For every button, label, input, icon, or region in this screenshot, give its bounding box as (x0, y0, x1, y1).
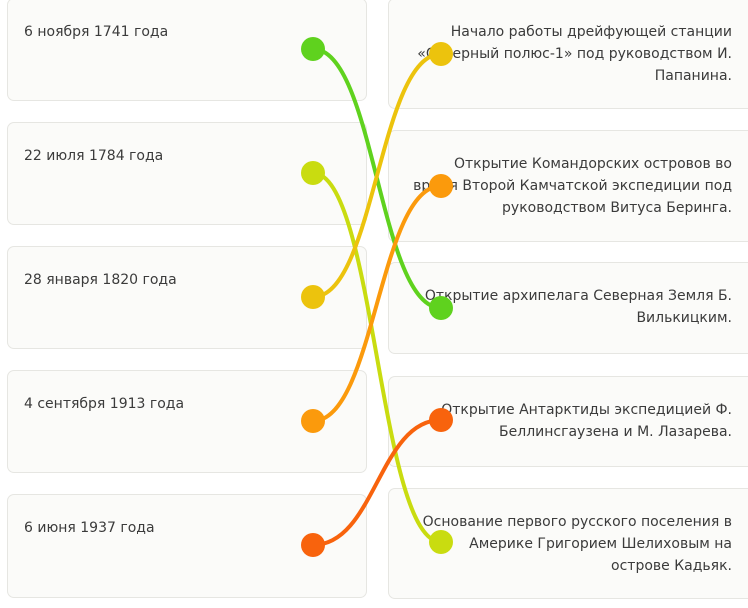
connector-handle-left-2[interactable] (301, 161, 325, 185)
connector-handle-left-1[interactable] (301, 37, 325, 61)
date-label-4: 4 сентября 1913 года (24, 396, 185, 412)
connector-handle-left-5[interactable] (301, 533, 325, 557)
event-label-5: Основание первого русского поселения в А… (422, 514, 732, 574)
event-label-2: Открытие Командорских островов во время … (413, 156, 732, 216)
event-label-1: Начало работы дрейфующей станции «Северн… (417, 24, 732, 84)
connector-handle-right-3[interactable] (429, 42, 453, 66)
connector-handle-left-4[interactable] (301, 409, 325, 433)
connector-handle-left-3[interactable] (301, 285, 325, 309)
connector-handle-right-5[interactable] (429, 408, 453, 432)
connection-line-4 (311, 184, 443, 423)
event-card-4[interactable]: Открытие Антарктиды экспедицией Ф. Белли… (388, 376, 748, 467)
connector-handle-right-4[interactable] (429, 174, 453, 198)
date-label-1: 6 ноября 1741 года (24, 24, 169, 40)
connector-handle-right-1[interactable] (429, 296, 453, 320)
date-label-5: 6 июня 1937 года (24, 520, 155, 536)
connection-line-3 (311, 52, 443, 299)
event-card-5[interactable]: Основание первого русского поселения в А… (388, 488, 748, 599)
date-label-2: 22 июля 1784 года (24, 148, 164, 164)
date-card-3[interactable]: 28 января 1820 года (7, 246, 367, 349)
date-label-3: 28 января 1820 года (24, 272, 177, 288)
event-label-4: Открытие Антарктиды экспедицией Ф. Белли… (441, 402, 732, 440)
event-label-3: Открытие архипелага Северная Земля Б. Ви… (424, 288, 732, 326)
connection-line-5 (311, 418, 443, 547)
connector-handle-right-2[interactable] (429, 530, 453, 554)
connection-line-2 (311, 171, 443, 544)
